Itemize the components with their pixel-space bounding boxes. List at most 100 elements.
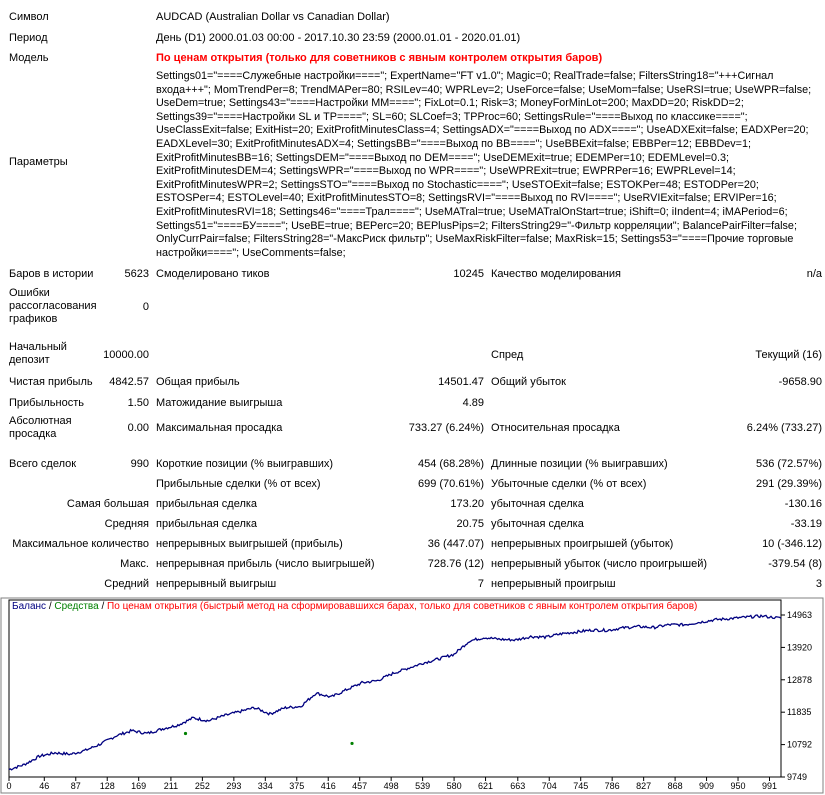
legend-sep: / bbox=[98, 601, 108, 612]
x-tick-label: 950 bbox=[731, 781, 746, 791]
symbol-value: AUDCAD (Australian Dollar vs Canadian Do… bbox=[156, 11, 390, 23]
period-label: Период bbox=[9, 32, 48, 44]
plot-area bbox=[8, 599, 782, 778]
x-tick-label: 128 bbox=[100, 781, 115, 791]
short-positions-value: 454 (68.28%) bbox=[417, 458, 484, 470]
legend-equity: Средства bbox=[54, 601, 99, 612]
y-tick-label: 11835 bbox=[787, 707, 811, 717]
avg-cons-label: Средний bbox=[104, 578, 149, 590]
x-tick-label: 46 bbox=[39, 781, 49, 791]
max-cons-profit-value: 728.76 (12) bbox=[427, 558, 484, 570]
max-cons-losses-label: непрерывных проигрышей (убыток) bbox=[491, 538, 674, 550]
profit-factor-value: 1.50 bbox=[127, 397, 149, 409]
max-count-label: Максимальное количество bbox=[12, 538, 149, 550]
x-tick-label: 786 bbox=[605, 781, 620, 791]
y-tick-label: 10792 bbox=[787, 740, 812, 750]
y-tick-label: 9749 bbox=[787, 772, 807, 782]
x-tick-label: 621 bbox=[478, 781, 493, 791]
x-tick-label: 169 bbox=[131, 781, 146, 791]
max-cons-wins-label: непрерывных выигрышей (прибыль) bbox=[156, 538, 343, 550]
abs-drawdown-label: Абсолютная просадка bbox=[9, 415, 72, 440]
x-tick-label: 663 bbox=[510, 781, 525, 791]
balance-line bbox=[8, 614, 782, 771]
errors-value: 0 bbox=[142, 301, 149, 313]
loss-trades-value: 291 (29.39%) bbox=[755, 478, 822, 490]
gross-loss-value: -9658.90 bbox=[778, 376, 822, 388]
balance-chart: 14963 13920 12878 11835 10792 9749 0 46 87 128 169… bbox=[0, 597, 824, 794]
gross-loss-label: Общий убыток bbox=[491, 376, 566, 388]
spread-value: Текущий (16) bbox=[755, 349, 822, 361]
x-tick-label: 293 bbox=[226, 781, 241, 791]
x-tick-label: 580 bbox=[447, 781, 462, 791]
x-tick-label: 211 bbox=[164, 781, 178, 791]
largest-profit-label: прибыльная сделка bbox=[156, 498, 258, 510]
avg-cons-loss-label: непрерывный проигрыш bbox=[491, 578, 616, 590]
bars-value: 5623 bbox=[124, 268, 149, 280]
symbol-label: Символ bbox=[9, 11, 49, 23]
long-positions-value: 536 (72.57%) bbox=[755, 458, 822, 470]
max-cons-loss-label: непрерывный убыток (число проигрышей) bbox=[491, 558, 708, 570]
max-cons-profit-label: непрерывная прибыль (число выигрышей) bbox=[156, 558, 375, 570]
total-trades-label: Всего сделок bbox=[9, 458, 77, 470]
bars-label: Баров в истории bbox=[9, 268, 94, 280]
largest-label: Самая большая bbox=[66, 498, 149, 510]
x-tick-label: 827 bbox=[636, 781, 651, 791]
total-trades-value: 990 bbox=[130, 458, 149, 470]
errors-label: Ошибки рассогласования графиков bbox=[9, 287, 97, 325]
quality-value: n/a bbox=[806, 268, 822, 280]
chart-frame bbox=[0, 597, 824, 794]
max-drawdown-value: 733.27 (6.24%) bbox=[408, 422, 484, 434]
max-cons-wins-value: 36 (447.07) bbox=[427, 538, 484, 550]
legend-model: По ценам открытия (быстрый метод на сфор… bbox=[107, 601, 698, 612]
x-tick-label: 991 bbox=[762, 781, 777, 791]
max-drawdown-label: Максимальная просадка bbox=[156, 422, 283, 434]
x-tick-label: 457 bbox=[352, 781, 367, 791]
equity-mark bbox=[183, 731, 188, 736]
max-label: Макс. bbox=[120, 558, 149, 570]
largest-loss-value: -130.16 bbox=[784, 498, 822, 510]
rel-drawdown-label: Относительная просадка bbox=[491, 422, 620, 434]
x-tick-label: 375 bbox=[289, 781, 304, 791]
ticks-value: 10245 bbox=[453, 268, 484, 280]
avg-cons-loss-value: 3 bbox=[815, 578, 822, 590]
y-tick-label: 13920 bbox=[787, 642, 812, 652]
profit-factor-label: Прибыльность bbox=[9, 397, 84, 409]
avg-profit-label: прибыльная сделка bbox=[156, 518, 258, 530]
avg-loss-value: -33.19 bbox=[790, 518, 822, 530]
short-positions-label: Короткие позиции (% выигравших) bbox=[156, 458, 334, 470]
avg-loss-label: убыточная сделка bbox=[491, 518, 584, 530]
loss-trades-label: Убыточные сделки (% от всех) bbox=[491, 478, 647, 490]
gross-profit-value: 14501.47 bbox=[438, 376, 484, 388]
params-label: Параметры bbox=[9, 156, 68, 168]
rel-drawdown-value: 6.24% (733.27) bbox=[746, 422, 822, 434]
x-tick-label: 87 bbox=[71, 781, 81, 791]
x-tick-label: 0 bbox=[6, 781, 11, 791]
average-label: Средняя bbox=[104, 518, 149, 530]
profit-trades-value: 699 (70.61%) bbox=[417, 478, 484, 490]
y-tick-label: 14963 bbox=[787, 610, 812, 620]
x-tick-label: 909 bbox=[699, 781, 714, 791]
params-value: Settings01="====Служебные настройки===="… bbox=[156, 70, 812, 259]
x-tick-label: 745 bbox=[573, 781, 588, 791]
max-cons-losses-value: 10 (-346.12) bbox=[762, 538, 822, 550]
period-value: День (D1) 2000.01.03 00:00 - 2017.10.30 … bbox=[156, 32, 521, 44]
quality-label: Качество моделирования bbox=[491, 268, 621, 280]
model-value: По ценам открытия (только для советников… bbox=[156, 52, 603, 64]
abs-drawdown-value: 0.00 bbox=[127, 422, 149, 434]
ticks-label: Смоделировано тиков bbox=[156, 268, 270, 280]
deposit-value: 10000.00 bbox=[103, 349, 149, 361]
expectation-label: Матожидание выигрыша bbox=[156, 397, 283, 409]
x-tick-label: 416 bbox=[321, 781, 336, 791]
profit-trades-label: Прибыльные сделки (% от всех) bbox=[156, 478, 321, 490]
x-tick-label: 704 bbox=[542, 781, 557, 791]
legend-sep: / bbox=[46, 601, 55, 612]
x-tick-label: 252 bbox=[195, 781, 210, 791]
long-positions-label: Длинные позиции (% выигравших) bbox=[491, 458, 668, 470]
avg-cons-win-label: непрерывный выигрыш bbox=[156, 578, 277, 590]
largest-profit-value: 173.20 bbox=[450, 498, 484, 510]
largest-loss-label: убыточная сделка bbox=[491, 498, 584, 510]
max-cons-loss-value: -379.54 (8) bbox=[768, 558, 822, 570]
equity-mark bbox=[350, 741, 354, 746]
expectation-value: 4.89 bbox=[462, 397, 484, 409]
legend-balance: Баланс bbox=[12, 601, 47, 612]
